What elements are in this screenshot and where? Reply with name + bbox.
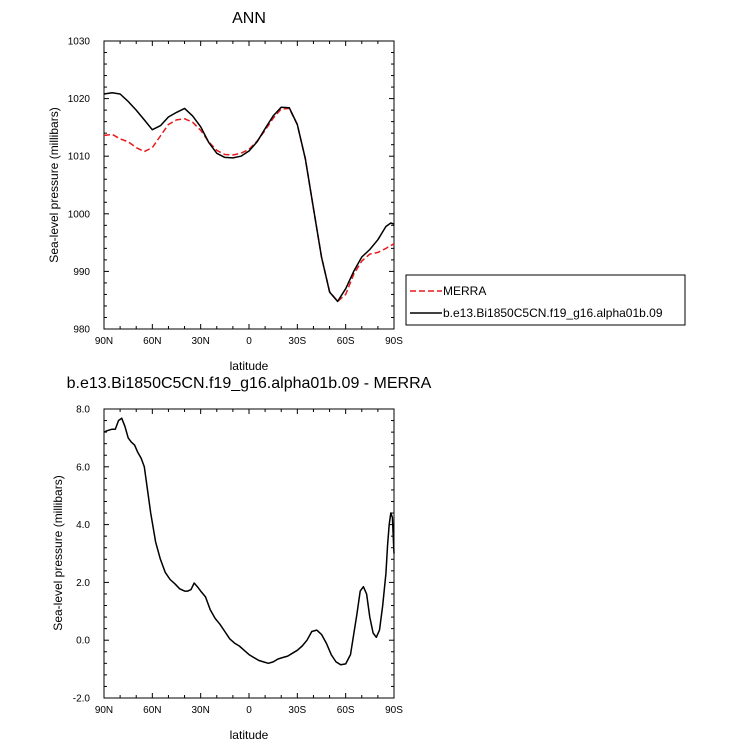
difference-panel: b.e13.Bi1850C5CN.f19_g16.alpha01b.09 - M…: [51, 375, 432, 742]
x-tick-label: 60S: [337, 336, 355, 347]
chart-title: ANN: [232, 10, 266, 27]
x-tick-label: 60S: [337, 705, 355, 716]
y-tick-label: 4.0: [76, 520, 90, 531]
x-tick-label: 90N: [95, 705, 113, 716]
y-tick-label: 1000: [68, 209, 91, 220]
plot-area: 90N 60N 30N 0 30S 60S 90S -2.0 0.0 2.0 4.0 6.0 8.0: [73, 405, 403, 717]
x-tick-label: 90N: [95, 336, 113, 347]
x-tick-label: 60N: [143, 705, 161, 716]
legend-label-model: b.e13.Bi1850C5CN.f19_g16.alpha01b.09: [443, 306, 663, 320]
y-tick-label: 980: [73, 325, 90, 336]
y-tick-label: 1020: [68, 94, 91, 105]
series-line-merra: [103, 107, 395, 303]
y-tick-label: 6.0: [76, 462, 90, 473]
y-tick-label: 2.0: [76, 578, 90, 589]
x-axis-label: latitude: [230, 359, 269, 373]
x-tick-label: 0: [246, 705, 252, 716]
legend-box: [405, 274, 686, 326]
x-axis-label: latitude: [230, 728, 269, 742]
y-tick-label: 990: [73, 267, 90, 278]
chart-title: b.e13.Bi1850C5CN.f19_g16.alpha01b.09 - M…: [67, 375, 432, 392]
x-tick-label: 90S: [385, 336, 403, 347]
x-tick-label: 30S: [288, 336, 306, 347]
x-tick-label: 90S: [385, 705, 403, 716]
x-tick-label: 30N: [191, 336, 209, 347]
x-tick-label: 30S: [288, 705, 306, 716]
y-tick-label: -2.0: [73, 694, 91, 705]
plot-area: 90N 60N 30N 0 30S 60S 90S 980 990 1000 1010 1020 103…: [68, 37, 403, 348]
series-line-b: [103, 92, 395, 303]
sea-level-pressure-panel: ANN 90N 60N 30N 0 30S 60S 90S 980 990 1000 1010 102…: [47, 10, 686, 373]
legend-label-merra: MERRA: [443, 284, 486, 298]
plot-frame: [103, 40, 395, 330]
y-axis-label: Sea-level pressure (millibars): [47, 107, 61, 262]
x-tick-label: 30N: [191, 705, 209, 716]
x-tick-label: 60N: [143, 336, 161, 347]
y-axis-label: Sea-level pressure (millibars): [51, 475, 65, 630]
x-tick-label: 0: [246, 336, 252, 347]
series-line-difference: [103, 417, 395, 666]
y-tick-label: 1030: [68, 37, 91, 48]
y-tick-label: 1010: [68, 152, 91, 163]
y-tick-label: 8.0: [76, 405, 90, 416]
legend: MERRA b.e13.Bi1850C5CN.f19_g16.alpha01b.…: [405, 274, 686, 326]
y-tick-label: 0.0: [76, 636, 90, 647]
